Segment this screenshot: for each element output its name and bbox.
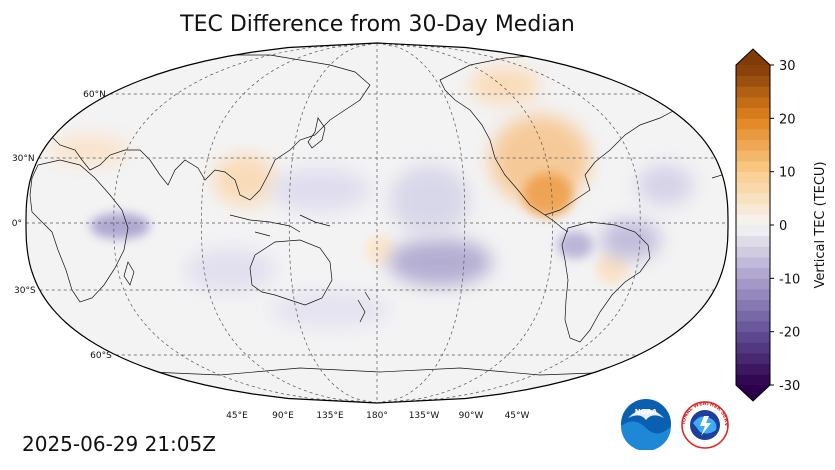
coast-africa [29, 159, 129, 303]
meridian-2 [201, 43, 378, 403]
lat-label: 60°S [90, 351, 112, 361]
anomaly-mexico [523, 173, 573, 217]
lat-label: 30°N [12, 154, 35, 164]
anomaly-south-america [596, 252, 628, 284]
colorbar-band [736, 118, 770, 130]
lon-label: 90°E [272, 411, 294, 421]
anomaly-north-pacific [270, 168, 370, 212]
coast-new-zealand [357, 291, 371, 323]
colorbar-band [736, 299, 770, 311]
colorbar-band [736, 129, 770, 141]
colorbar-tick-label: 20 [779, 112, 796, 127]
colorbar-band [736, 321, 770, 333]
colorbar-extend-max [736, 49, 770, 65]
lat-label: 0° [12, 219, 22, 229]
colorbar-ticks: 30 20 10 0 -10 -20 -30 [770, 59, 800, 394]
lat-label: 30°S [14, 286, 36, 296]
latitude-labels: 60°N 30°N 0° 30°S 60°S [12, 90, 112, 361]
anomaly-mideast [50, 136, 130, 164]
anomaly-south-pacific [270, 292, 390, 328]
colorbar-band [736, 65, 770, 77]
colorbar-tick-label: -30 [779, 379, 800, 394]
colorbar-band [736, 107, 770, 119]
colorbar-band [736, 235, 770, 247]
anomaly-africa [90, 213, 150, 239]
colorbar-band [736, 257, 770, 269]
colorbar-bands [736, 49, 770, 401]
colorbar-band [736, 342, 770, 354]
coast-greenland [639, 51, 706, 83]
coast-madagascar [123, 261, 135, 286]
coast-indonesia [229, 214, 331, 237]
colorbar-band [736, 374, 770, 386]
anomaly-atlantic [600, 220, 660, 260]
anomaly-atlantic-n [637, 165, 693, 205]
coast-australia [249, 239, 333, 306]
colorbar-band [736, 150, 770, 162]
anomaly-se-asia [213, 154, 277, 206]
colorbar-band [736, 203, 770, 215]
colorbar-band [736, 171, 770, 183]
lon-label: 45°E [226, 411, 248, 421]
colorbar-band [736, 289, 770, 301]
meridian-5 [376, 43, 466, 403]
colorbar-band [736, 86, 770, 98]
colorbar-band [736, 267, 770, 279]
colorbar: 30 20 10 0 -10 -20 -30 Vertical TEC (TECU) [730, 45, 835, 405]
colorbar-tick-label: 10 [779, 166, 796, 181]
colorbar-band [736, 353, 770, 365]
tec-anomaly-field [50, 67, 693, 328]
colorbar-tick-label: -10 [779, 272, 800, 287]
coast-asia [44, 54, 371, 201]
longitude-labels: 45°E 90°E 135°E 180° 135°W 90°W 45°W [226, 411, 529, 421]
lon-label: 45°W [505, 411, 530, 421]
lon-label: 90°W [459, 411, 484, 421]
colorbar-band [736, 75, 770, 87]
colorbar-band [736, 331, 770, 343]
lon-label: 135°E [316, 411, 344, 421]
colorbar-label: Vertical TEC (TECU) [813, 161, 828, 288]
colorbar-tick-label: 30 [779, 59, 796, 74]
anomaly-alaska [470, 67, 540, 103]
coast-central-america [544, 214, 569, 233]
meridian-1 [113, 43, 378, 403]
timestamp: 2025-06-29 21:05Z [22, 432, 216, 456]
colorbar-tick-label: -20 [779, 326, 800, 341]
coast-south-america [561, 221, 651, 343]
colorbar-band [736, 310, 770, 322]
colorbar-band [736, 225, 770, 237]
colorbar-band [736, 278, 770, 290]
colorbar-band [736, 182, 770, 194]
meridian-3 [288, 43, 378, 403]
noaa-logo: NOAA [621, 399, 671, 450]
lon-label: 135°W [409, 411, 440, 421]
noaa-logo-text: NOAA [635, 408, 658, 416]
colorbar-band [736, 97, 770, 109]
chart-title: TEC Difference from 30-Day Median [180, 12, 575, 37]
nws-logo: NATIONAL WEATHER SERVICE [680, 398, 729, 449]
meridian-6 [376, 43, 553, 403]
colorbar-band [736, 214, 770, 226]
map-frame [25, 42, 729, 404]
anomaly-pacific-n [365, 235, 395, 265]
meridian-7 [376, 43, 641, 403]
anomaly-east-pacific [390, 165, 470, 235]
colorbar-extend-min [736, 385, 770, 401]
coast-japan [307, 117, 326, 149]
colorbar-band [736, 161, 770, 173]
colorbar-band [736, 193, 770, 205]
colorbar-band [736, 139, 770, 151]
colorbar-band [736, 363, 770, 375]
anomaly-indian [185, 248, 275, 292]
colorbar-band [736, 246, 770, 258]
anomaly-amazon [557, 231, 593, 259]
lon-label: 180° [366, 411, 388, 421]
colorbar-tick-label: 0 [779, 219, 787, 234]
anomaly-central-pacific [388, 238, 492, 286]
lat-label: 60°N [83, 90, 106, 100]
